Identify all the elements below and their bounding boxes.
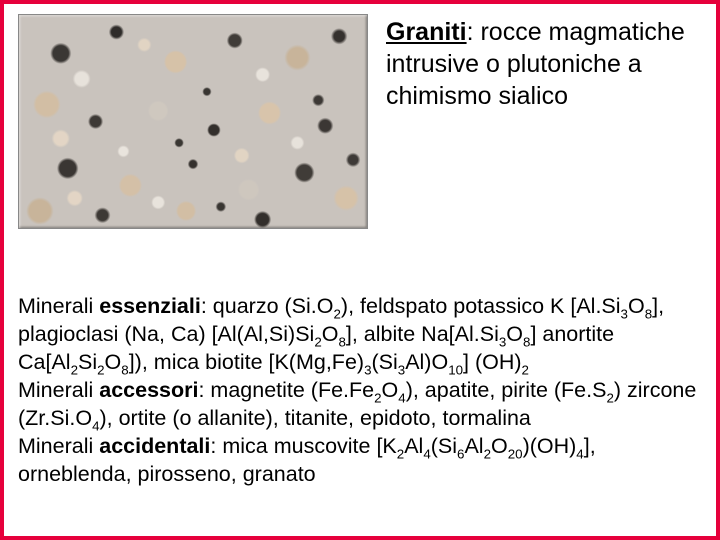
section-accidentali: Minerali accidentali: mica muscovite [K2…	[18, 433, 702, 489]
title-block: Graniti: rocce magmatiche intrusive o pl…	[386, 14, 702, 229]
top-section: Graniti: rocce magmatiche intrusive o pl…	[4, 4, 716, 235]
slide-frame: Graniti: rocce magmatiche intrusive o pl…	[0, 0, 720, 540]
body-text: Minerali essenziali: quarzo (Si.O2), fel…	[4, 235, 716, 489]
key-essenziali: essenziali	[99, 294, 201, 318]
section-essenziali: Minerali essenziali: quarzo (Si.O2), fel…	[18, 293, 702, 377]
label-accessori: Minerali	[18, 378, 99, 402]
granite-image	[18, 14, 368, 229]
section-accessori: Minerali accessori: magnetite (Fe.Fe2O4)…	[18, 377, 702, 433]
key-accidentali: accidentali	[99, 434, 210, 458]
label-accidentali: Minerali	[18, 434, 99, 458]
title-heading: Graniti	[386, 18, 467, 46]
label-essenziali: Minerali	[18, 294, 99, 318]
key-accessori: accessori	[99, 378, 198, 402]
